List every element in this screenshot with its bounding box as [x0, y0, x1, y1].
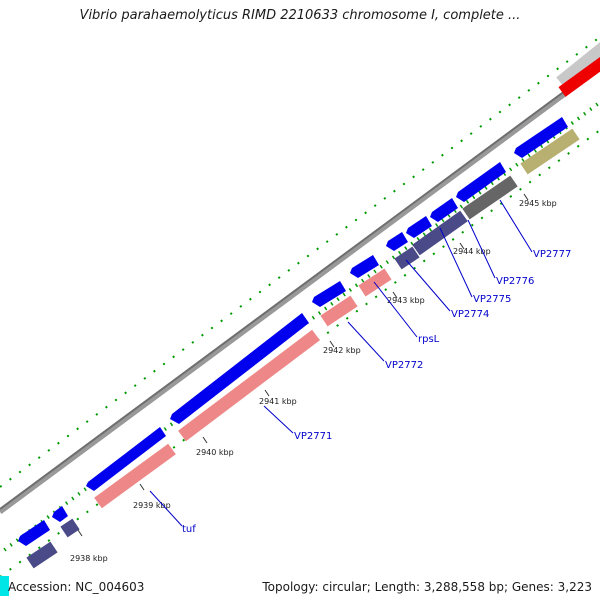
tick-label: 2942 kbp — [323, 346, 361, 355]
cog-pink-vp2772[interactable] — [320, 295, 358, 327]
kbp-tick-marks — [77, 193, 529, 537]
minor-tick — [521, 158, 525, 163]
cog-red-feature[interactable] — [558, 56, 600, 97]
tick-label: 2943 kbp — [387, 296, 425, 305]
minor-tick — [435, 223, 439, 227]
minor-tick — [472, 195, 476, 200]
gene-label-vp2771[interactable]: VP2771 — [294, 431, 332, 442]
minor-tick — [428, 227, 433, 232]
minor-tick — [422, 232, 426, 237]
cog-gray-vp2776[interactable] — [462, 175, 518, 220]
minor-tick — [361, 278, 365, 283]
cds-arrow-vp2774[interactable] — [386, 232, 408, 251]
kbp-tick-labels: 2938 kbp 2939 kbp 2940 kbp 2941 kbp 2942… — [70, 199, 557, 563]
cds-arrow-left-2[interactable] — [52, 506, 68, 522]
cog-lightgray-feature[interactable] — [556, 42, 600, 87]
minor-tick — [570, 121, 574, 125]
minor-tick — [484, 186, 488, 190]
minor-tick — [46, 515, 50, 519]
cds-arrow-vp2771[interactable] — [170, 313, 309, 424]
cog-olive-vp2777[interactable] — [520, 128, 580, 175]
minor-tick — [169, 422, 174, 427]
minor-tick — [3, 547, 7, 552]
minor-tick — [404, 246, 408, 251]
minor-tick — [311, 315, 315, 320]
gene-label-tuf[interactable]: tuf — [182, 524, 196, 535]
minor-tick — [342, 292, 346, 297]
minor-tick — [385, 260, 389, 265]
gene-leader-lines — [149, 199, 533, 527]
gene-label-vp2772[interactable]: VP2772 — [385, 360, 423, 371]
cog-purple-vp2774[interactable] — [394, 246, 420, 270]
minor-tick — [71, 496, 75, 501]
tick-label: 2938 kbp — [70, 554, 108, 563]
gene-label-vp2776[interactable]: VP2776 — [496, 276, 534, 287]
tick-label: 2941 kbp — [259, 397, 297, 406]
tick-label: 2944 kbp — [453, 247, 491, 256]
minor-tick — [398, 250, 402, 255]
cds-arrow-vp2772[interactable] — [312, 281, 346, 307]
cds-arrow-rpsL[interactable] — [350, 255, 379, 278]
minor-tick — [324, 306, 328, 311]
minor-tick — [509, 167, 513, 172]
minor-tick — [348, 288, 352, 292]
minor-tick — [9, 542, 13, 547]
gene-labels: tuf VP2771 VP2772 rpsL VP2774 VP2775 VP2… — [182, 249, 571, 535]
minor-tick — [373, 269, 377, 274]
cds-arrow-vp2776[interactable] — [430, 198, 458, 222]
minor-tick — [416, 237, 420, 241]
cog-ring — [26, 128, 580, 569]
cds-arrow-next[interactable] — [514, 117, 568, 158]
minor-tick — [515, 162, 519, 167]
minor-tick — [459, 204, 463, 209]
minor-tick — [65, 501, 69, 506]
minor-tick — [465, 199, 470, 204]
cds-arrow-vp2777[interactable] — [456, 162, 506, 202]
map-title: Vibrio parahaemolyticus RIMD 2210633 chr… — [79, 8, 521, 23]
cog-pink-tuf[interactable] — [94, 443, 176, 509]
backbone-ring-shadow — [0, 65, 600, 515]
minor-tick — [441, 218, 445, 223]
tick-label: 2940 kbp — [196, 448, 234, 457]
cog-purple-left-2[interactable] — [60, 518, 80, 538]
cog-purple-left-1[interactable] — [26, 541, 58, 569]
minor-tick — [163, 427, 167, 431]
minor-tick — [391, 255, 396, 260]
outer-dotted-ring — [0, 36, 600, 488]
minor-tick — [379, 264, 383, 269]
cog-pink-vp2771[interactable] — [178, 329, 320, 442]
minor-tick — [595, 102, 599, 107]
minor-tick — [15, 538, 19, 543]
tick-label: 2939 kbp — [133, 501, 171, 510]
minor-tick — [589, 107, 593, 112]
minor-tick — [576, 116, 581, 121]
cog-purple-vp2775[interactable] — [412, 210, 468, 256]
minor-tick — [77, 491, 81, 496]
tick-label: 2945 kbp — [519, 199, 557, 208]
minor-tick — [83, 487, 87, 492]
minor-tick — [330, 301, 334, 306]
minor-tick — [367, 274, 371, 278]
minor-tick — [583, 111, 587, 116]
minor-tick — [354, 283, 359, 288]
gene-label-vp2777[interactable]: VP2777 — [533, 249, 571, 260]
minor-tick — [336, 297, 340, 302]
topology-text: Topology: circular; Length: 3,288,558 bp… — [262, 580, 592, 594]
gene-label-vp2775[interactable]: VP2775 — [473, 294, 511, 305]
gene-label-vp2774[interactable]: VP2774 — [451, 309, 489, 320]
cyan-feature[interactable] — [0, 576, 9, 596]
backbone-ring — [0, 64, 600, 510]
cds-arrow-vp2775[interactable] — [406, 216, 432, 238]
cds-arrows — [18, 117, 568, 546]
minor-tick — [317, 311, 322, 316]
cds-arrow-left-1[interactable] — [18, 520, 50, 546]
gene-label-rpsL[interactable]: rpsL — [418, 334, 440, 345]
cds-arrow-tuf[interactable] — [86, 427, 166, 491]
minor-tick — [478, 190, 482, 195]
minor-tick — [533, 148, 537, 153]
accession-text: Accession: NC_004603 — [8, 580, 145, 594]
minor-tick — [527, 153, 531, 158]
